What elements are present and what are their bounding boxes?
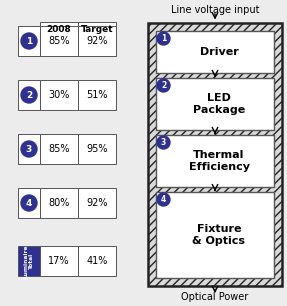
- Text: 2008: 2008: [46, 24, 71, 33]
- Text: 30%: 30%: [48, 90, 70, 100]
- Text: 1: 1: [26, 36, 32, 46]
- Text: 4: 4: [26, 199, 32, 207]
- Bar: [156, 192, 274, 278]
- Bar: [78, 134, 116, 164]
- Circle shape: [157, 32, 170, 45]
- Text: 3: 3: [26, 144, 32, 154]
- Bar: [40, 134, 78, 164]
- Bar: [40, 26, 78, 56]
- Text: 1: 1: [161, 34, 166, 43]
- Bar: [78, 188, 116, 218]
- Text: Optical Power: Optical Power: [181, 292, 249, 302]
- Bar: [40, 188, 78, 218]
- Circle shape: [21, 87, 37, 103]
- Circle shape: [157, 136, 170, 149]
- Text: 4: 4: [161, 195, 166, 204]
- Text: Driver: Driver: [200, 47, 238, 57]
- Bar: [40, 80, 78, 110]
- Bar: [40, 246, 78, 276]
- Text: 95%: 95%: [86, 144, 108, 154]
- Bar: [78, 22, 116, 36]
- Circle shape: [21, 33, 37, 49]
- Bar: [18, 80, 40, 110]
- Bar: [78, 80, 116, 110]
- Bar: [156, 78, 274, 130]
- Bar: [18, 26, 40, 56]
- Bar: [18, 188, 40, 218]
- Text: Fixture
& Optics: Fixture & Optics: [193, 224, 245, 246]
- Text: 85%: 85%: [48, 144, 70, 154]
- Text: 3: 3: [161, 138, 166, 147]
- Text: 80%: 80%: [48, 198, 70, 208]
- Text: 2: 2: [161, 81, 166, 90]
- Text: LED
Package: LED Package: [193, 93, 245, 115]
- Bar: [18, 246, 40, 276]
- Bar: [40, 22, 78, 36]
- Circle shape: [157, 193, 170, 206]
- Bar: [78, 26, 116, 56]
- Circle shape: [21, 141, 37, 157]
- Bar: [78, 246, 116, 276]
- Text: 51%: 51%: [86, 90, 108, 100]
- Text: 85%: 85%: [48, 36, 70, 46]
- Text: 92%: 92%: [86, 198, 108, 208]
- Circle shape: [157, 79, 170, 92]
- Bar: [156, 31, 274, 73]
- Text: Target: Target: [81, 24, 113, 33]
- Text: 41%: 41%: [86, 256, 108, 266]
- Text: 17%: 17%: [48, 256, 70, 266]
- Text: 2: 2: [26, 91, 32, 99]
- Text: Thermal
Efficiency: Thermal Efficiency: [189, 150, 249, 172]
- Circle shape: [21, 195, 37, 211]
- Text: Luminaire
Total: Luminaire Total: [24, 244, 34, 278]
- Bar: [156, 135, 274, 187]
- Text: Line voltage input: Line voltage input: [171, 5, 259, 15]
- Text: 92%: 92%: [86, 36, 108, 46]
- Bar: [148, 23, 282, 286]
- Bar: [18, 134, 40, 164]
